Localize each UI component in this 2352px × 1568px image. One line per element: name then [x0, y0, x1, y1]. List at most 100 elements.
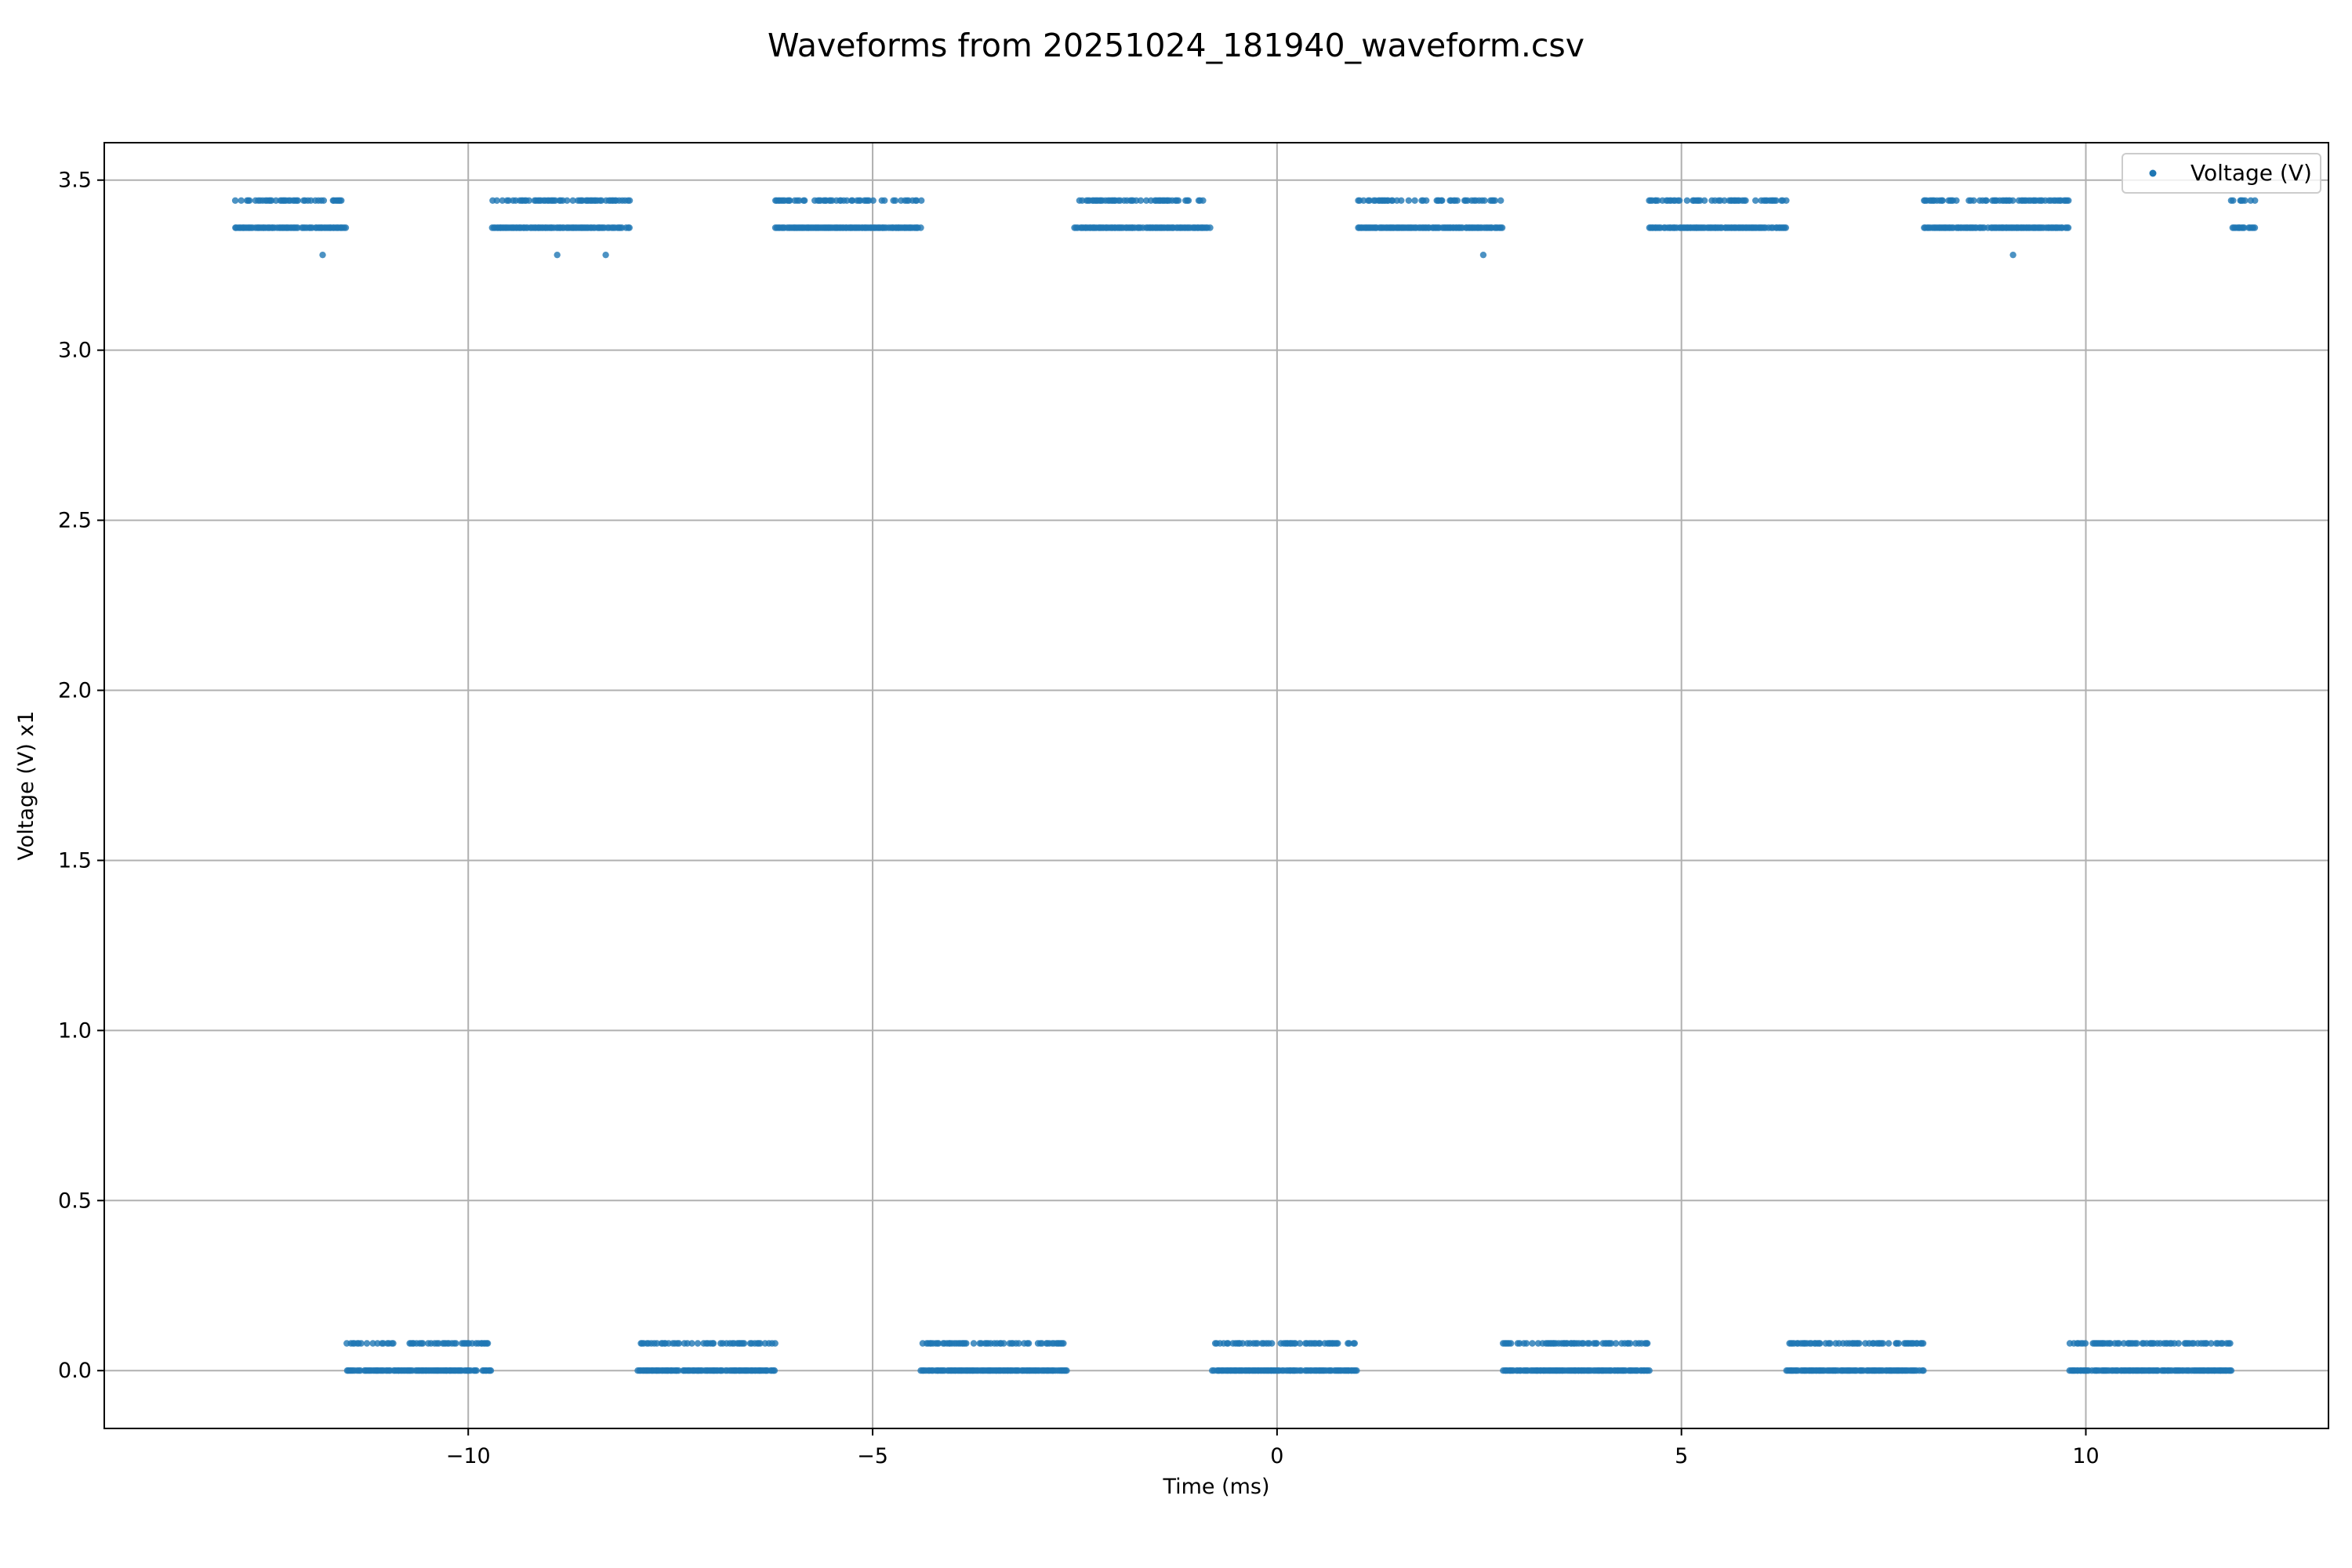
data-point [419, 1340, 426, 1347]
data-point [675, 1367, 682, 1374]
data-point [1269, 1340, 1276, 1347]
data-point [1137, 197, 1145, 204]
data-point [2133, 1340, 2140, 1347]
data-point [1497, 197, 1504, 204]
data-point [740, 1340, 748, 1347]
data-point [913, 197, 920, 204]
data-point [1627, 1340, 1634, 1347]
data-point [688, 1340, 695, 1347]
data-point [1646, 1367, 1653, 1374]
data-point [473, 1367, 480, 1374]
data-point [970, 1340, 978, 1347]
y-tick-label: 1.0 [58, 1018, 92, 1043]
data-point [1316, 1340, 1323, 1347]
data-point [869, 197, 877, 204]
data-point [1174, 197, 1182, 204]
data-point [246, 197, 253, 204]
data-point [786, 197, 793, 204]
data-point [891, 197, 899, 204]
data-point [487, 1367, 495, 1374]
data-point [598, 197, 605, 204]
data-point [1742, 197, 1749, 204]
data-point [935, 1340, 942, 1347]
data-point [1683, 197, 1691, 204]
data-point [369, 1340, 376, 1347]
legend-box [2122, 153, 2321, 194]
data-point [1773, 197, 1780, 204]
data-point [1225, 1340, 1232, 1347]
data-point [499, 197, 506, 204]
data-point [358, 1340, 365, 1347]
data-point [525, 197, 532, 204]
data-point [1585, 1340, 1593, 1347]
data-point [2065, 197, 2072, 204]
data-point [1200, 197, 1207, 204]
data-point [564, 197, 571, 204]
data-point [800, 197, 808, 204]
x-tick-label: 10 [2072, 1444, 2099, 1468]
data-point [1405, 197, 1413, 204]
data-point [1000, 1340, 1007, 1347]
y-tick-label: 3.5 [58, 169, 92, 193]
data-point [1254, 1340, 1261, 1347]
data-point [1063, 1367, 1070, 1374]
data-point [2227, 1340, 2234, 1347]
data-point [231, 197, 239, 204]
data-point [2251, 224, 2259, 231]
data-point [710, 1340, 717, 1347]
y-axis: 0.0 0.5 1.0 1.5 2.0 2.5 3.0 3.5 [58, 169, 104, 1383]
data-point [694, 1340, 702, 1347]
data-point [1239, 1340, 1247, 1347]
data-point [1856, 1340, 1863, 1347]
data-point [1783, 197, 1790, 204]
data-point [1939, 197, 1946, 204]
data-point [1398, 197, 1405, 204]
data-point [771, 1340, 779, 1347]
data-point [1207, 224, 1214, 231]
data-point [1895, 1340, 1902, 1347]
data-point [1953, 197, 1960, 204]
data-point [1607, 1340, 1615, 1347]
data-point [1454, 197, 1461, 204]
data-point [2082, 1340, 2089, 1347]
x-tick-label: −10 [446, 1444, 491, 1468]
data-point [1752, 197, 1759, 204]
data-point [844, 197, 851, 204]
data-point [1185, 197, 1192, 204]
data-point [1983, 197, 1990, 204]
data-point [452, 1340, 459, 1347]
data-point [1498, 224, 1506, 231]
data-point [390, 1340, 397, 1347]
x-axis-label: Time (ms) [1162, 1475, 1269, 1499]
data-point [1817, 1340, 1824, 1347]
data-point [2009, 197, 2016, 204]
y-tick-label: 3.0 [58, 339, 92, 363]
data-point [626, 224, 633, 231]
data-point [771, 1367, 779, 1374]
data-point [1508, 1340, 1515, 1347]
y-tick-label: 2.5 [58, 509, 92, 533]
data-point [1353, 1367, 1360, 1374]
data-point [1593, 1340, 1600, 1347]
data-point [342, 224, 350, 231]
y-axis-label: Voltage (V) x1 [14, 710, 38, 860]
data-point [1015, 1340, 1022, 1347]
data-point [493, 197, 500, 204]
data-point [1423, 197, 1430, 204]
data-point [1920, 1367, 1927, 1374]
x-tick-label: 0 [1270, 1444, 1283, 1468]
data-point [2241, 197, 2249, 204]
data-point [554, 251, 561, 259]
data-point [1782, 224, 1789, 231]
data-point [2208, 1340, 2215, 1347]
data-point [1721, 197, 1728, 204]
data-point [1491, 197, 1499, 204]
legend: Voltage (V) [2122, 153, 2321, 194]
legend-label: Voltage (V) [2190, 160, 2312, 186]
data-point [319, 251, 326, 259]
data-point [1334, 1340, 1341, 1347]
x-tick-label: 5 [1675, 1444, 1688, 1468]
data-point [1296, 1340, 1304, 1347]
data-point [602, 251, 609, 259]
